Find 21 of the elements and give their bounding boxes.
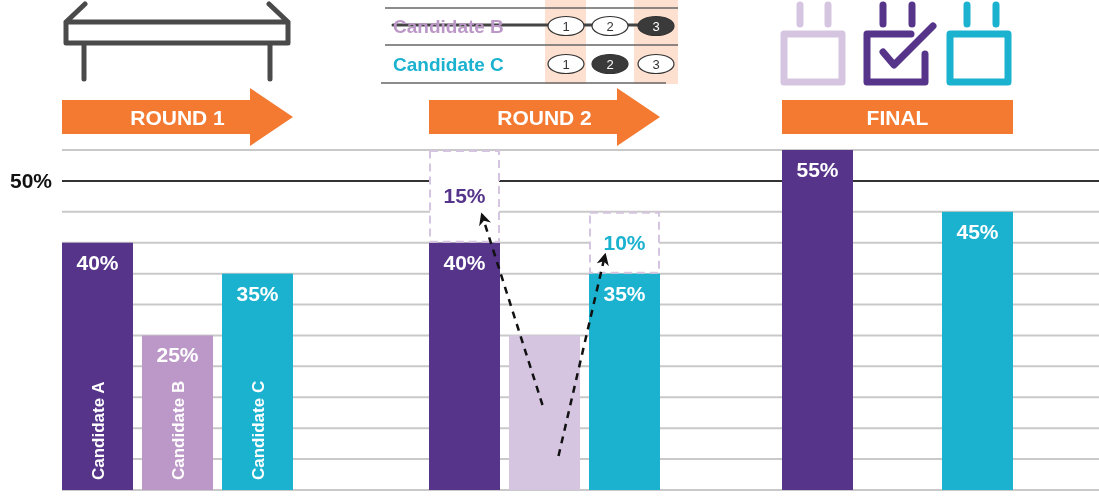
data-label: 40% [443,250,486,274]
chart-title: ROUND 2 [497,105,592,129]
data-label: 15% [443,184,486,208]
data-label: 25% [156,343,199,367]
chart-title: ROUND 1 [130,105,226,129]
bar [589,211,660,274]
chart-title: FINAL [866,105,929,129]
x-tick-label: Candidate C [248,380,268,480]
x-tick-label: Candidate B [168,380,188,480]
data-label: 35% [236,281,279,305]
x-tick-label: Candidate A [88,381,108,480]
y-tick-label: 50% [9,168,53,192]
data-label: 40% [76,250,119,274]
data-label: 35% [603,281,646,305]
bar [429,242,500,490]
data-label: 10% [603,230,646,254]
bar [589,273,660,490]
bar [509,335,580,490]
data-label: 55% [796,158,839,181]
bar [429,150,500,243]
data-label: 45% [956,219,999,243]
